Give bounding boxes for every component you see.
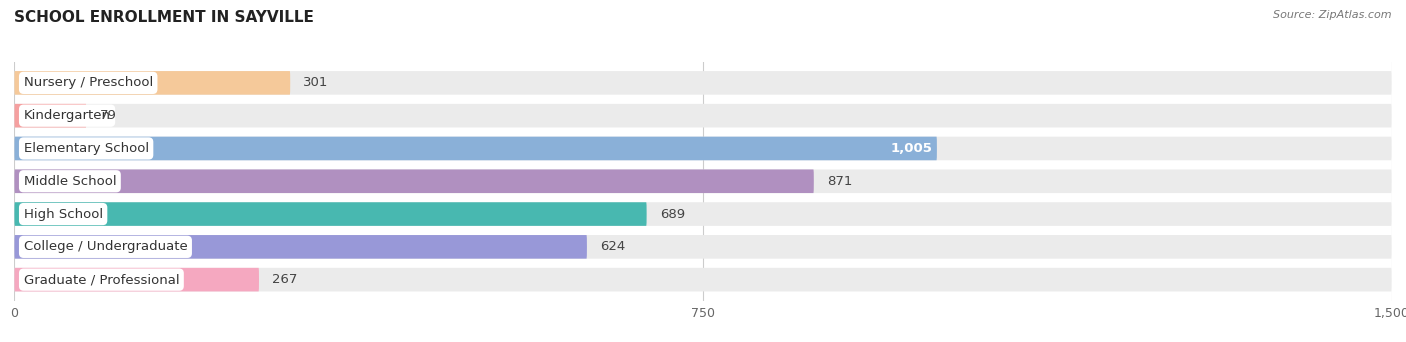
FancyBboxPatch shape [14,169,814,193]
Text: 79: 79 [100,109,117,122]
FancyBboxPatch shape [14,268,259,291]
FancyBboxPatch shape [14,137,936,160]
FancyBboxPatch shape [14,268,1392,291]
FancyBboxPatch shape [14,71,1392,95]
Text: Kindergarten: Kindergarten [24,109,111,122]
Text: Nursery / Preschool: Nursery / Preschool [24,76,153,89]
FancyBboxPatch shape [14,104,1392,128]
Text: 624: 624 [600,240,626,253]
FancyBboxPatch shape [14,235,586,259]
Text: 267: 267 [273,273,298,286]
Text: SCHOOL ENROLLMENT IN SAYVILLE: SCHOOL ENROLLMENT IN SAYVILLE [14,10,314,25]
Text: Elementary School: Elementary School [24,142,149,155]
FancyBboxPatch shape [14,104,86,128]
Text: Middle School: Middle School [24,175,117,188]
Text: Graduate / Professional: Graduate / Professional [24,273,179,286]
Text: 1,005: 1,005 [891,142,932,155]
Text: Source: ZipAtlas.com: Source: ZipAtlas.com [1274,10,1392,20]
FancyBboxPatch shape [14,71,290,95]
FancyBboxPatch shape [14,137,1392,160]
Text: College / Undergraduate: College / Undergraduate [24,240,187,253]
FancyBboxPatch shape [14,202,647,226]
Text: High School: High School [24,208,103,221]
FancyBboxPatch shape [14,202,1392,226]
Text: 871: 871 [827,175,852,188]
Text: 301: 301 [304,76,329,89]
Text: 689: 689 [659,208,685,221]
FancyBboxPatch shape [14,169,1392,193]
FancyBboxPatch shape [14,235,1392,259]
